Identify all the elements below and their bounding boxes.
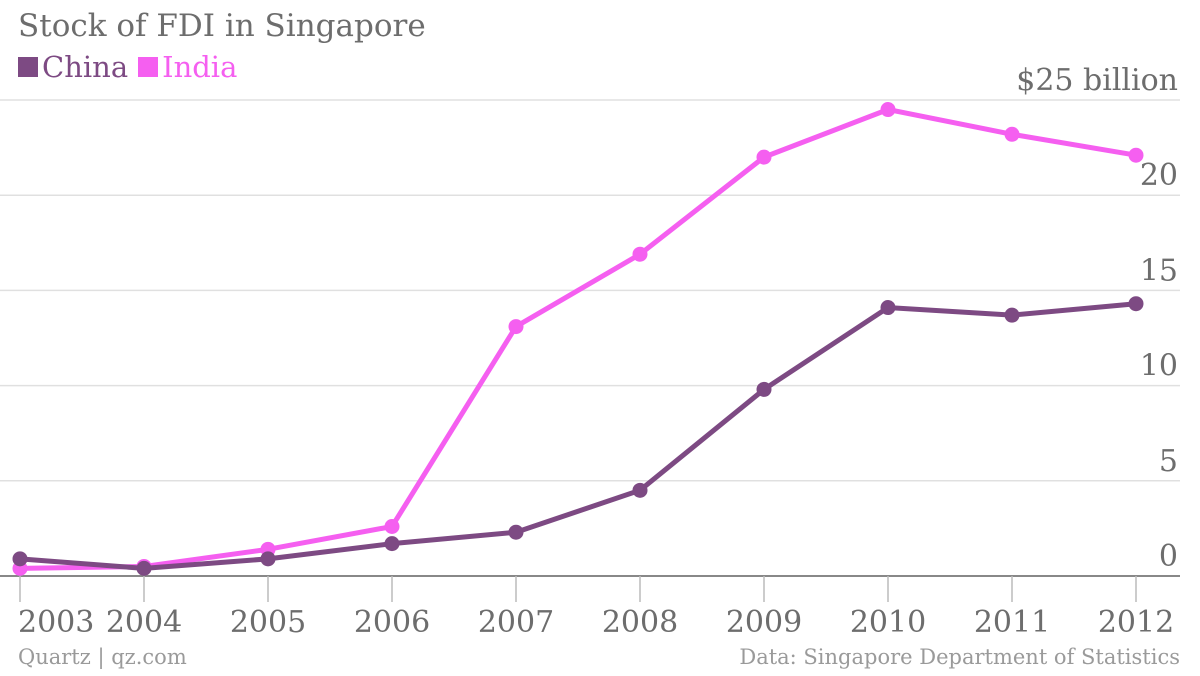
x-tick-label: 2008 [602,605,678,640]
legend-swatch-china [18,57,38,77]
data-point-india [384,518,400,534]
y-tick-label: 15 [1140,253,1178,288]
series-line-china [17,301,1139,571]
x-tick-label: 2010 [850,605,926,640]
series-line-india [17,107,1139,571]
x-tick-label: 2011 [974,605,1050,640]
x-tick-label: 2012 [1098,605,1174,640]
credit-text: Quartz | qz.com [18,645,187,669]
y-tick-label: 20 [1140,158,1178,193]
data-point-china [632,482,648,498]
legend: China India [18,50,237,84]
data-point-india [880,102,896,118]
legend-label-china: China [42,50,129,84]
legend-label-india: India [162,50,238,84]
legend-item-china: China [18,50,128,84]
y-tick-label: $25 billion [1016,63,1178,98]
x-tick-label: 2005 [230,605,306,640]
source-text: Data: Singapore Department of Statistics [739,645,1180,669]
chart-title: Stock of FDI in Singapore [18,8,426,44]
data-point-china [1004,307,1020,323]
x-tick-label: 2004 [106,605,182,640]
data-point-china [508,524,524,540]
y-tick-label: 5 [1159,444,1178,479]
data-point-india [508,319,524,335]
y-tick-label: 10 [1140,349,1178,384]
x-tick-label: 2006 [354,605,430,640]
legend-item-india: India [138,50,237,84]
y-tick-label: 0 [1159,539,1178,574]
data-point-china [880,300,896,316]
x-tick-label: 2003 [18,605,94,640]
data-point-china [260,551,276,567]
legend-swatch-india [138,57,159,77]
x-tick-label: 2009 [726,605,802,640]
data-point-india [1004,126,1020,142]
data-point-china [136,560,152,576]
data-point-china [756,381,772,397]
data-point-india [756,149,772,165]
data-point-china [1128,296,1144,312]
x-tick-label: 2007 [478,605,554,640]
data-point-india [1128,147,1144,163]
data-point-china [12,551,28,567]
data-point-india [632,246,648,262]
data-point-china [384,536,400,552]
